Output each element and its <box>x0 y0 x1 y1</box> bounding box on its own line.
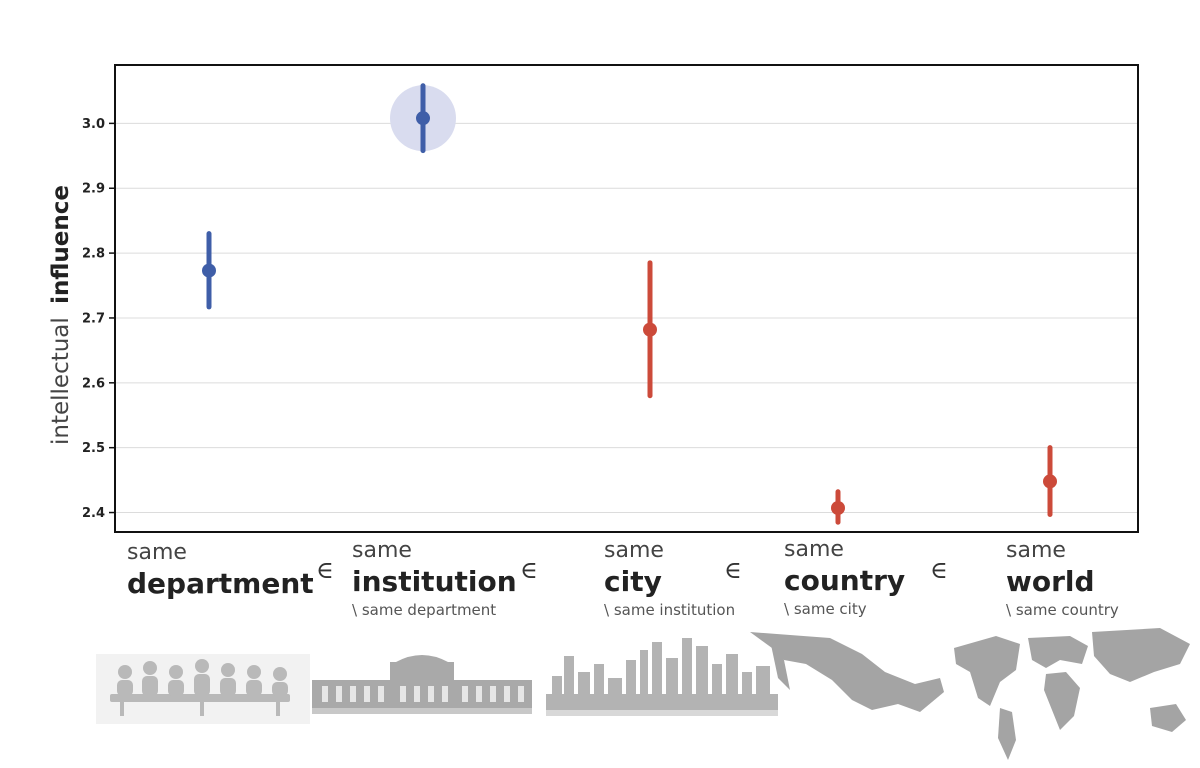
category-name: country <box>784 564 906 597</box>
y-axis-label: intellectual influence <box>48 185 74 445</box>
y-axis-label-bold: influence <box>48 185 74 304</box>
category-subtitle: \ same department <box>352 601 497 619</box>
plot-frame <box>114 64 1139 533</box>
element-of-symbol: ∈ <box>930 556 948 584</box>
data-point <box>416 111 430 126</box>
y-tick-label: 2.6 <box>82 376 105 391</box>
data-point <box>831 501 845 516</box>
element-of-symbol: ∈ <box>520 556 538 584</box>
gridlines <box>115 122 1138 514</box>
category-prefix: same <box>784 537 844 562</box>
category-institution: same institution \ same department <box>352 538 517 620</box>
country-map-icon <box>750 632 944 712</box>
category-department: same department <box>127 540 314 602</box>
category-prefix: same <box>352 538 412 563</box>
category-subtitle: \ same city <box>784 600 867 618</box>
data-point <box>643 322 657 337</box>
y-tick-label: 2.4 <box>82 506 105 521</box>
data-points <box>202 83 1057 525</box>
category-prefix: same <box>1006 538 1066 563</box>
world-map-icon <box>954 628 1190 760</box>
y-tick-label: 2.9 <box>82 182 105 197</box>
illustration-strip <box>96 628 1190 760</box>
category-name: world <box>1006 565 1095 598</box>
category-world: same world \ same country <box>1006 538 1119 620</box>
y-axis-ticks: 2.4 2.5 2.6 2.7 2.8 2.9 3.0 <box>82 117 115 521</box>
y-tick-label: 2.5 <box>82 441 105 456</box>
building-silhouette-icon <box>312 655 532 714</box>
y-tick-label: 3.0 <box>82 117 105 132</box>
y-axis-label-light: intellectual <box>48 317 74 445</box>
city-skyline-icon <box>546 638 778 716</box>
data-point <box>202 263 216 278</box>
category-prefix: same <box>604 538 664 563</box>
category-prefix: same <box>127 540 187 565</box>
category-name: city <box>604 565 662 598</box>
meeting-silhouette-icon <box>96 654 310 724</box>
category-country: same country \ same city <box>784 537 905 619</box>
category-city: same city \ same institution <box>604 538 735 620</box>
y-tick-label: 2.7 <box>82 311 105 326</box>
element-of-symbol: ∈ <box>316 556 334 584</box>
y-tick-label: 2.8 <box>82 247 105 262</box>
category-subtitle: \ same institution <box>604 601 736 619</box>
data-point <box>1043 474 1057 489</box>
element-of-symbol: ∈ <box>724 556 742 584</box>
chart: 2.4 2.5 2.6 2.7 2.8 2.9 3.0 intellectual influ… <box>48 64 1139 533</box>
category-name: institution <box>352 565 517 598</box>
category-subtitle: \ same country <box>1006 601 1119 619</box>
category-name: department <box>127 567 314 600</box>
